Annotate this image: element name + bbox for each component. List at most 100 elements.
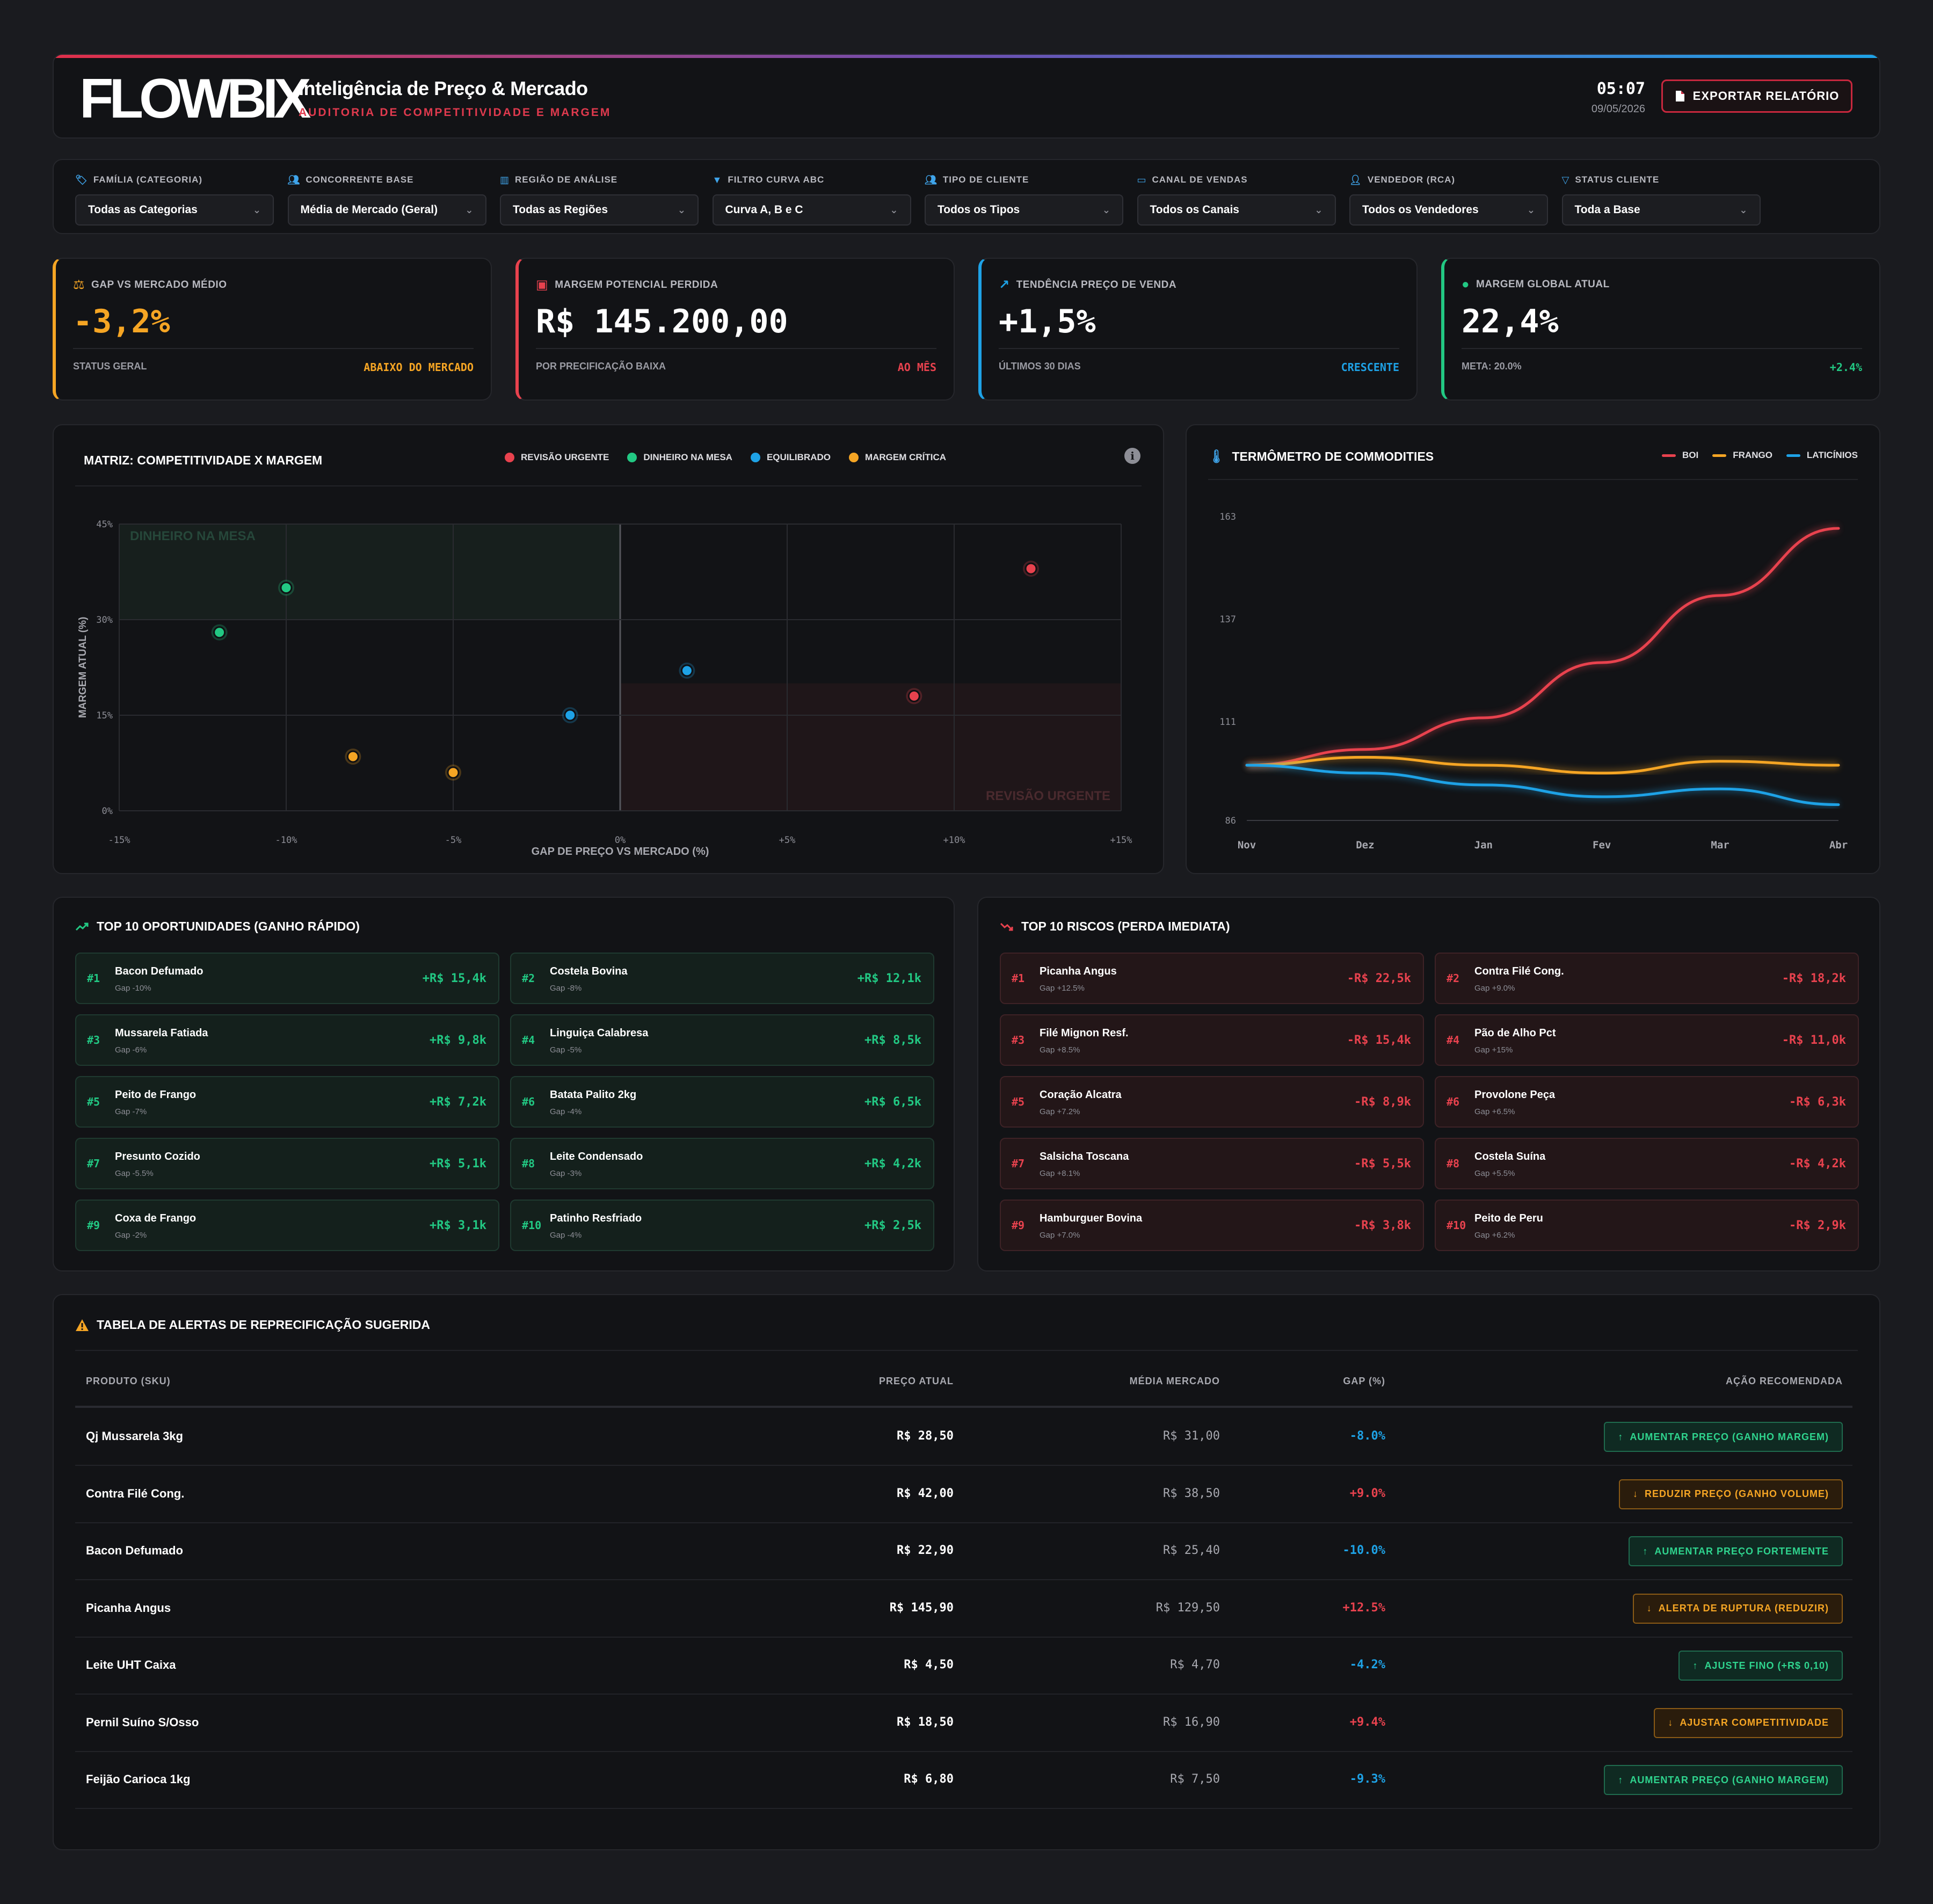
legend-item: FRANGO bbox=[1712, 450, 1772, 461]
list-item[interactable]: #10 Patinho Resfriado Gap -4% +R$ 2,5k bbox=[510, 1200, 934, 1251]
list-item-gap: Gap -4% bbox=[550, 1231, 582, 1240]
kpi-status: ABAIXO DO MERCADO bbox=[364, 361, 474, 374]
filter-label-text: FILTRO CURVA ABC bbox=[728, 175, 825, 185]
list-item[interactable]: #9 Hamburguer Bovina Gap +7.0% -R$ 3,8k bbox=[1000, 1200, 1424, 1251]
filter-select[interactable]: Curva A, B e C ⌄ bbox=[712, 194, 911, 226]
x-tick-label: Fev bbox=[1593, 839, 1611, 851]
scatter-point bbox=[280, 582, 293, 594]
filter-4: 👥︎ TIPO DE CLIENTE Todos os Tipos ⌄ bbox=[925, 172, 1123, 226]
series-line bbox=[1245, 764, 1840, 806]
list-item-rank: #5 bbox=[87, 1095, 100, 1108]
kpi-status: CRESCENTE bbox=[1341, 361, 1399, 374]
list-item[interactable]: #9 Coxa de Frango Gap -2% +R$ 3,1k bbox=[75, 1200, 499, 1251]
list-item[interactable]: #6 Provolone Peça Gap +6.5% -R$ 6,3k bbox=[1435, 1076, 1859, 1128]
action-button[interactable]: ↑ AUMENTAR PREÇO (GANHO MARGEM) bbox=[1604, 1765, 1843, 1795]
cell-product: Contra Filé Cong. bbox=[86, 1486, 185, 1500]
action-button[interactable]: ↑ AUMENTAR PREÇO FORTEMENTE bbox=[1629, 1536, 1843, 1566]
list-item-name: Peito de Frango bbox=[115, 1089, 197, 1101]
list-item[interactable]: #8 Costela Suína Gap +5.5% -R$ 4,2k bbox=[1435, 1138, 1859, 1189]
filter-bar: 🏷︎ FAMÍLIA (CATEGORIA) Todas as Categorias… bbox=[53, 159, 1880, 234]
filter-select[interactable]: Todos os Tipos ⌄ bbox=[925, 194, 1123, 226]
kpi-value: +1,5% bbox=[999, 303, 1096, 340]
filter-select[interactable]: Todas as Regiões ⌄ bbox=[500, 194, 699, 226]
list-item[interactable]: #1 Bacon Defumado Gap -10% +R$ 15,4k bbox=[75, 953, 499, 1004]
action-label: ALERTA DE RUPTURA (REDUZIR) bbox=[1658, 1603, 1829, 1614]
list-item-gap: Gap -3% bbox=[550, 1169, 582, 1178]
action-button[interactable]: ↓ ALERTA DE RUPTURA (REDUZIR) bbox=[1632, 1593, 1843, 1624]
risks-title: TOP 10 RISCOS (PERDA IMEDIATA) bbox=[1000, 919, 1230, 934]
legend-item: LATICÍNIOS bbox=[1786, 450, 1858, 461]
scatter-point bbox=[1024, 562, 1037, 575]
info-icon[interactable]: i bbox=[1124, 448, 1140, 464]
list-item-rank: #10 bbox=[1447, 1219, 1466, 1232]
risks-panel: TOP 10 RISCOS (PERDA IMEDIATA) #1 Picanha… bbox=[977, 897, 1880, 1271]
filter-label-text: FAMÍLIA (CATEGORIA) bbox=[93, 175, 203, 185]
list-item-gap: Gap +8.5% bbox=[1040, 1045, 1080, 1055]
filter-select-value: Curva A, B e C bbox=[725, 204, 803, 216]
list-item-rank: #8 bbox=[1447, 1157, 1460, 1170]
list-item[interactable]: #3 Filé Mignon Resf. Gap +8.5% -R$ 15,4k bbox=[1000, 1014, 1424, 1066]
filter-1: 👥︎ CONCORRENTE BASE Média de Mercado (Gera… bbox=[287, 172, 486, 226]
filter-select-value: Todas as Regiões bbox=[513, 204, 608, 216]
list-item-value: +R$ 12,1k bbox=[857, 972, 921, 985]
list-item[interactable]: #4 Pão de Alho Pct Gap +15% -R$ 11,0k bbox=[1435, 1014, 1859, 1066]
list-item[interactable]: #8 Leite Condensado Gap -3% +R$ 4,2k bbox=[510, 1138, 934, 1189]
filter-select[interactable]: Toda a Base ⌄ bbox=[1561, 194, 1761, 226]
kpi-footnote: ÚLTIMOS 30 DIAS bbox=[999, 361, 1081, 372]
kpi-status: +2.4% bbox=[1829, 361, 1862, 374]
column-header-price: PREÇO ATUAL bbox=[879, 1376, 954, 1386]
list-item[interactable]: #4 Linguiça Calabresa Gap -5% +R$ 8,5k bbox=[510, 1014, 934, 1066]
list-item[interactable]: #10 Peito de Peru Gap +6.2% -R$ 2,9k bbox=[1435, 1200, 1859, 1251]
users-icon: 👥︎ bbox=[287, 174, 301, 185]
filter-2: ▥ REGIÃO DE ANÁLISE Todas as Regiões ⌄ bbox=[500, 172, 699, 226]
series-line-glow bbox=[1246, 525, 1839, 769]
list-item[interactable]: #5 Peito de Frango Gap -7% +R$ 7,2k bbox=[75, 1076, 499, 1128]
filter-select[interactable]: Todos os Vendedores ⌄ bbox=[1349, 194, 1548, 226]
arrow-up-icon: ↑ bbox=[1643, 1545, 1648, 1557]
list-item-rank: #9 bbox=[87, 1219, 100, 1232]
x-tick-label: 0% bbox=[615, 835, 626, 846]
filter-select[interactable]: Média de Mercado (Geral) ⌄ bbox=[287, 194, 486, 226]
list-item-value: -R$ 22,5k bbox=[1347, 972, 1411, 985]
list-item-rank: #1 bbox=[1012, 972, 1025, 985]
list-item[interactable]: #2 Costela Bovina Gap -8% +R$ 12,1k bbox=[510, 953, 934, 1004]
chevron-down-icon: ⌄ bbox=[677, 204, 686, 215]
list-item[interactable]: #5 Coração Alcatra Gap +7.2% -R$ 8,9k bbox=[1000, 1076, 1424, 1128]
column-header-product: PRODUTO (SKU) bbox=[86, 1376, 171, 1386]
table-row: Picanha Angus R$ 145,90 R$ 129,50 +12.5% ↓ AL… bbox=[75, 1581, 1852, 1638]
action-label: AUMENTAR PREÇO FORTEMENTE bbox=[1654, 1545, 1829, 1557]
scatter-point bbox=[346, 750, 359, 763]
cell-market: R$ 31,00 bbox=[1163, 1429, 1220, 1443]
y-tick-label: 86 bbox=[1225, 816, 1236, 826]
legend-item: BOI bbox=[1662, 450, 1698, 461]
export-report-button[interactable]: EXPORTAR RELATÓRIO bbox=[1661, 79, 1852, 113]
list-item[interactable]: #7 Salsicha Toscana Gap +8.1% -R$ 5,5k bbox=[1000, 1138, 1424, 1189]
scatter-point bbox=[680, 664, 693, 677]
list-item[interactable]: #7 Presunto Cozido Gap -5.5% +R$ 5,1k bbox=[75, 1138, 499, 1189]
action-button[interactable]: ↓ REDUZIR PREÇO (GANHO VOLUME) bbox=[1619, 1479, 1843, 1509]
list-item-name: Contra Filé Cong. bbox=[1474, 965, 1564, 977]
scatter-point bbox=[564, 709, 577, 722]
cell-gap: -10.0% bbox=[1342, 1544, 1385, 1557]
table-row: Leite UHT Caixa R$ 4,50 R$ 4,70 -4.2% ↑ AJUST… bbox=[75, 1638, 1852, 1695]
list-item-value: -R$ 18,2k bbox=[1782, 972, 1846, 985]
list-item[interactable]: #6 Batata Palito 2kg Gap -4% +R$ 6,5k bbox=[510, 1076, 934, 1128]
filter-label: 👥︎ TIPO DE CLIENTE bbox=[925, 172, 1123, 188]
action-button[interactable]: ↑ AUMENTAR PREÇO (GANHO MARGEM) bbox=[1604, 1422, 1843, 1452]
filter-select[interactable]: Todas as Categorias ⌄ bbox=[75, 194, 274, 226]
cell-price: R$ 28,50 bbox=[897, 1429, 954, 1443]
filter-select[interactable]: Todos os Canais ⌄ bbox=[1137, 194, 1336, 226]
list-item[interactable]: #2 Contra Filé Cong. Gap +9.0% -R$ 18,2k bbox=[1435, 953, 1859, 1004]
filter-0: 🏷︎ FAMÍLIA (CATEGORIA) Todas as Categorias… bbox=[75, 172, 274, 226]
cell-market: R$ 129,50 bbox=[1156, 1601, 1220, 1615]
action-button[interactable]: ↓ AJUSTAR COMPETITIVIDADE bbox=[1654, 1707, 1843, 1738]
list-item[interactable]: #3 Mussarela Fatiada Gap -6% +R$ 9,8k bbox=[75, 1014, 499, 1066]
action-button[interactable]: ↑ AJUSTE FINO (+R$ 0,10) bbox=[1678, 1651, 1843, 1681]
commodities-panel: 🌡︎ TERMÔMETRO DE COMMODITIES BOI FRANGO … bbox=[1186, 424, 1880, 874]
city-icon: ▥ bbox=[500, 174, 510, 185]
series-line bbox=[1245, 755, 1840, 775]
list-item[interactable]: #1 Picanha Angus Gap +12.5% -R$ 22,5k bbox=[1000, 953, 1424, 1004]
risks-title-text: TOP 10 RISCOS (PERDA IMEDIATA) bbox=[1021, 919, 1230, 933]
y-tick-label: 137 bbox=[1219, 614, 1236, 625]
legend-item: EQUILIBRADO bbox=[750, 452, 831, 463]
